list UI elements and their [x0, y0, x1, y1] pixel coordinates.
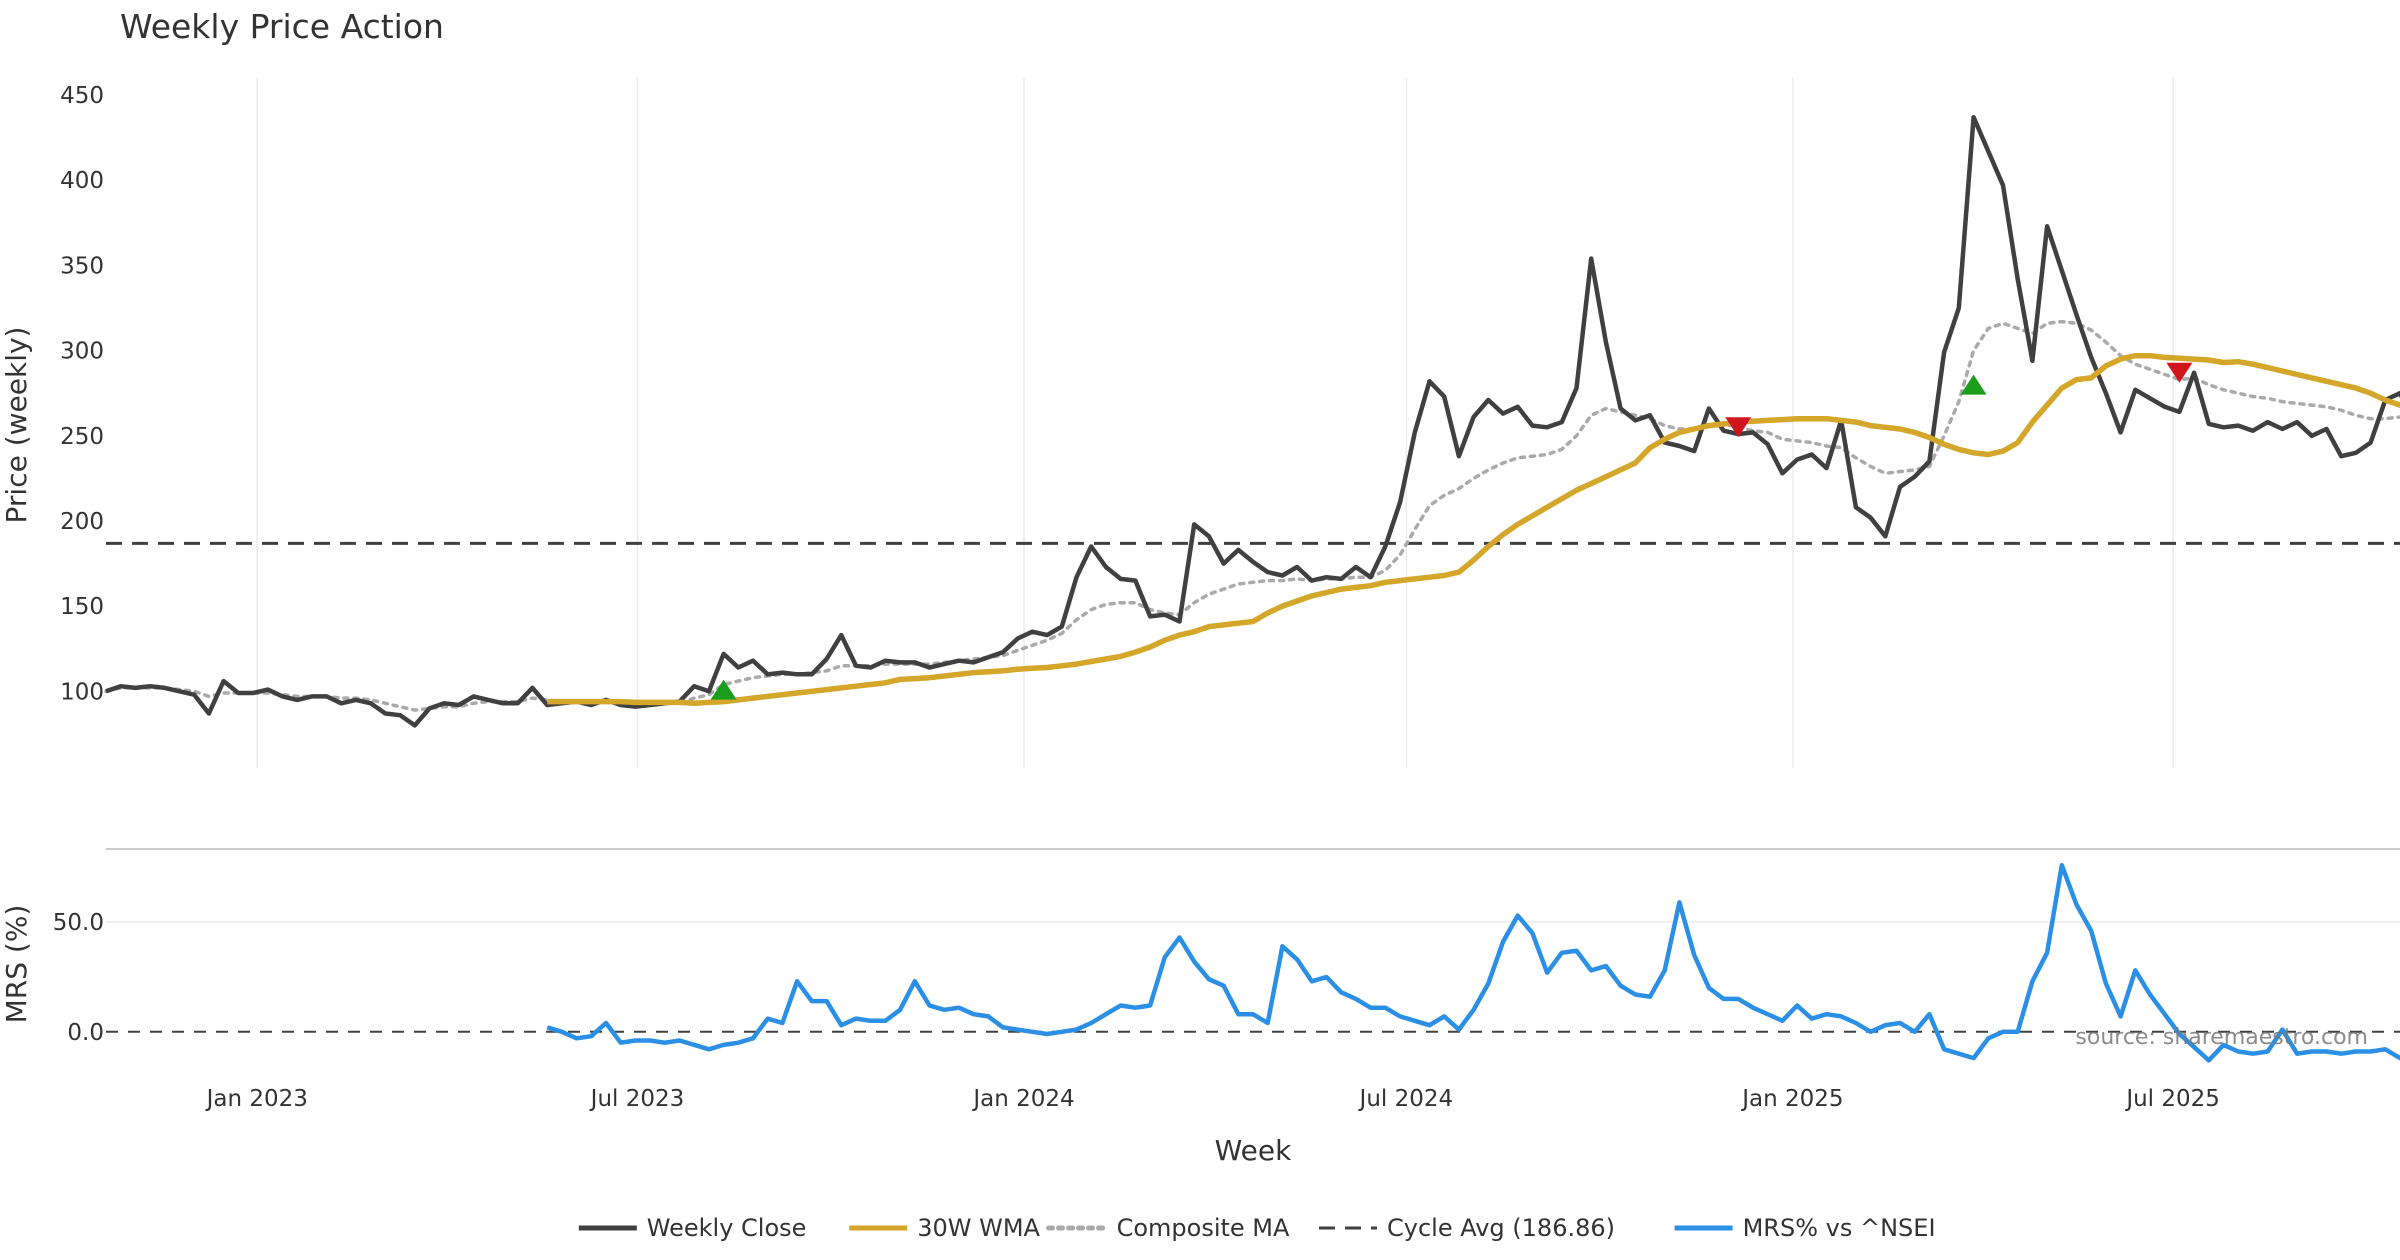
x-axis-label: Week — [1215, 1134, 1292, 1167]
mrs-y-axis: 0.0 50.0 — [53, 910, 104, 1046]
price-axis-label: Price (weekly) — [0, 327, 33, 524]
price-y-axis: 100 150 200 250 300 350 400 450 — [60, 83, 104, 705]
price-gridlines — [256, 78, 2174, 768]
legend-label: MRS% vs ^NSEI — [1743, 1214, 1936, 1242]
sell-signal-marker — [2166, 362, 2193, 383]
price-y-tick-label: 450 — [60, 83, 104, 109]
x-tick-label: Jan 2025 — [1740, 1086, 1843, 1112]
weekly-close-line — [105, 114, 2400, 728]
price-y-tick-label: 100 — [60, 679, 104, 705]
price-y-tick-label: 300 — [60, 339, 104, 365]
buy-signal-marker — [1960, 374, 1987, 395]
sell-signal-marker — [1725, 417, 1752, 438]
legend-item: 30W WMA — [849, 1214, 1041, 1242]
price-y-tick-label: 400 — [60, 168, 104, 194]
x-tick-label: Jan 2023 — [205, 1086, 308, 1112]
mrs-line — [546, 862, 2400, 1063]
legend-label: 30W WMA — [917, 1214, 1040, 1242]
buy-signal-marker — [710, 679, 737, 700]
legend-item: MRS% vs ^NSEI — [1674, 1214, 1936, 1242]
price-y-tick-label: 250 — [60, 424, 104, 450]
legend-item: Weekly Close — [578, 1214, 807, 1242]
price-series — [104, 114, 2400, 728]
x-tick-label: Jul 2025 — [2124, 1086, 2220, 1112]
x-tick-label: Jul 2023 — [589, 1086, 685, 1112]
wma-30w-line — [547, 352, 2400, 707]
legend: Weekly Close 30W WMA Composite MA Cycle Avg… — [578, 1214, 1936, 1242]
x-tick-label: Jan 2024 — [971, 1086, 1074, 1112]
mrs-y-tick-label: 0.0 — [67, 1020, 104, 1046]
legend-label: Cycle Avg (186.86) — [1387, 1214, 1615, 1242]
source-note: source: sharemaestro.com — [2075, 1025, 2368, 1050]
mrs-series — [546, 862, 2400, 1063]
price-panel: 100 150 200 250 300 350 400 450 Price (weekly) — [0, 78, 2400, 768]
mrs-axis-label: MRS (%) — [0, 905, 33, 1024]
legend-label: Composite MA — [1117, 1214, 1290, 1242]
mrs-panel: 0.0 50.0 MRS (%) source: sharemaestro.com — [0, 862, 2400, 1063]
x-axis: Jan 2023 Jul 2023 Jan 2024 Jul 2024 Jan 2025… — [205, 1086, 2220, 1112]
price-y-tick-label: 200 — [60, 509, 104, 535]
x-tick-label: Jul 2024 — [1358, 1086, 1454, 1112]
legend-label: Weekly Close — [647, 1214, 807, 1242]
price-y-tick-label: 350 — [60, 253, 104, 279]
legend-item: Cycle Avg (186.86) — [1319, 1214, 1615, 1242]
trade-signals — [710, 362, 2193, 700]
price-y-tick-label: 150 — [60, 594, 104, 620]
composite-ma-line — [104, 319, 2400, 712]
legend-item: Composite MA — [1046, 1214, 1290, 1242]
chart-title: Weekly Price Action — [120, 7, 444, 46]
mrs-y-tick-label: 50.0 — [53, 910, 104, 936]
